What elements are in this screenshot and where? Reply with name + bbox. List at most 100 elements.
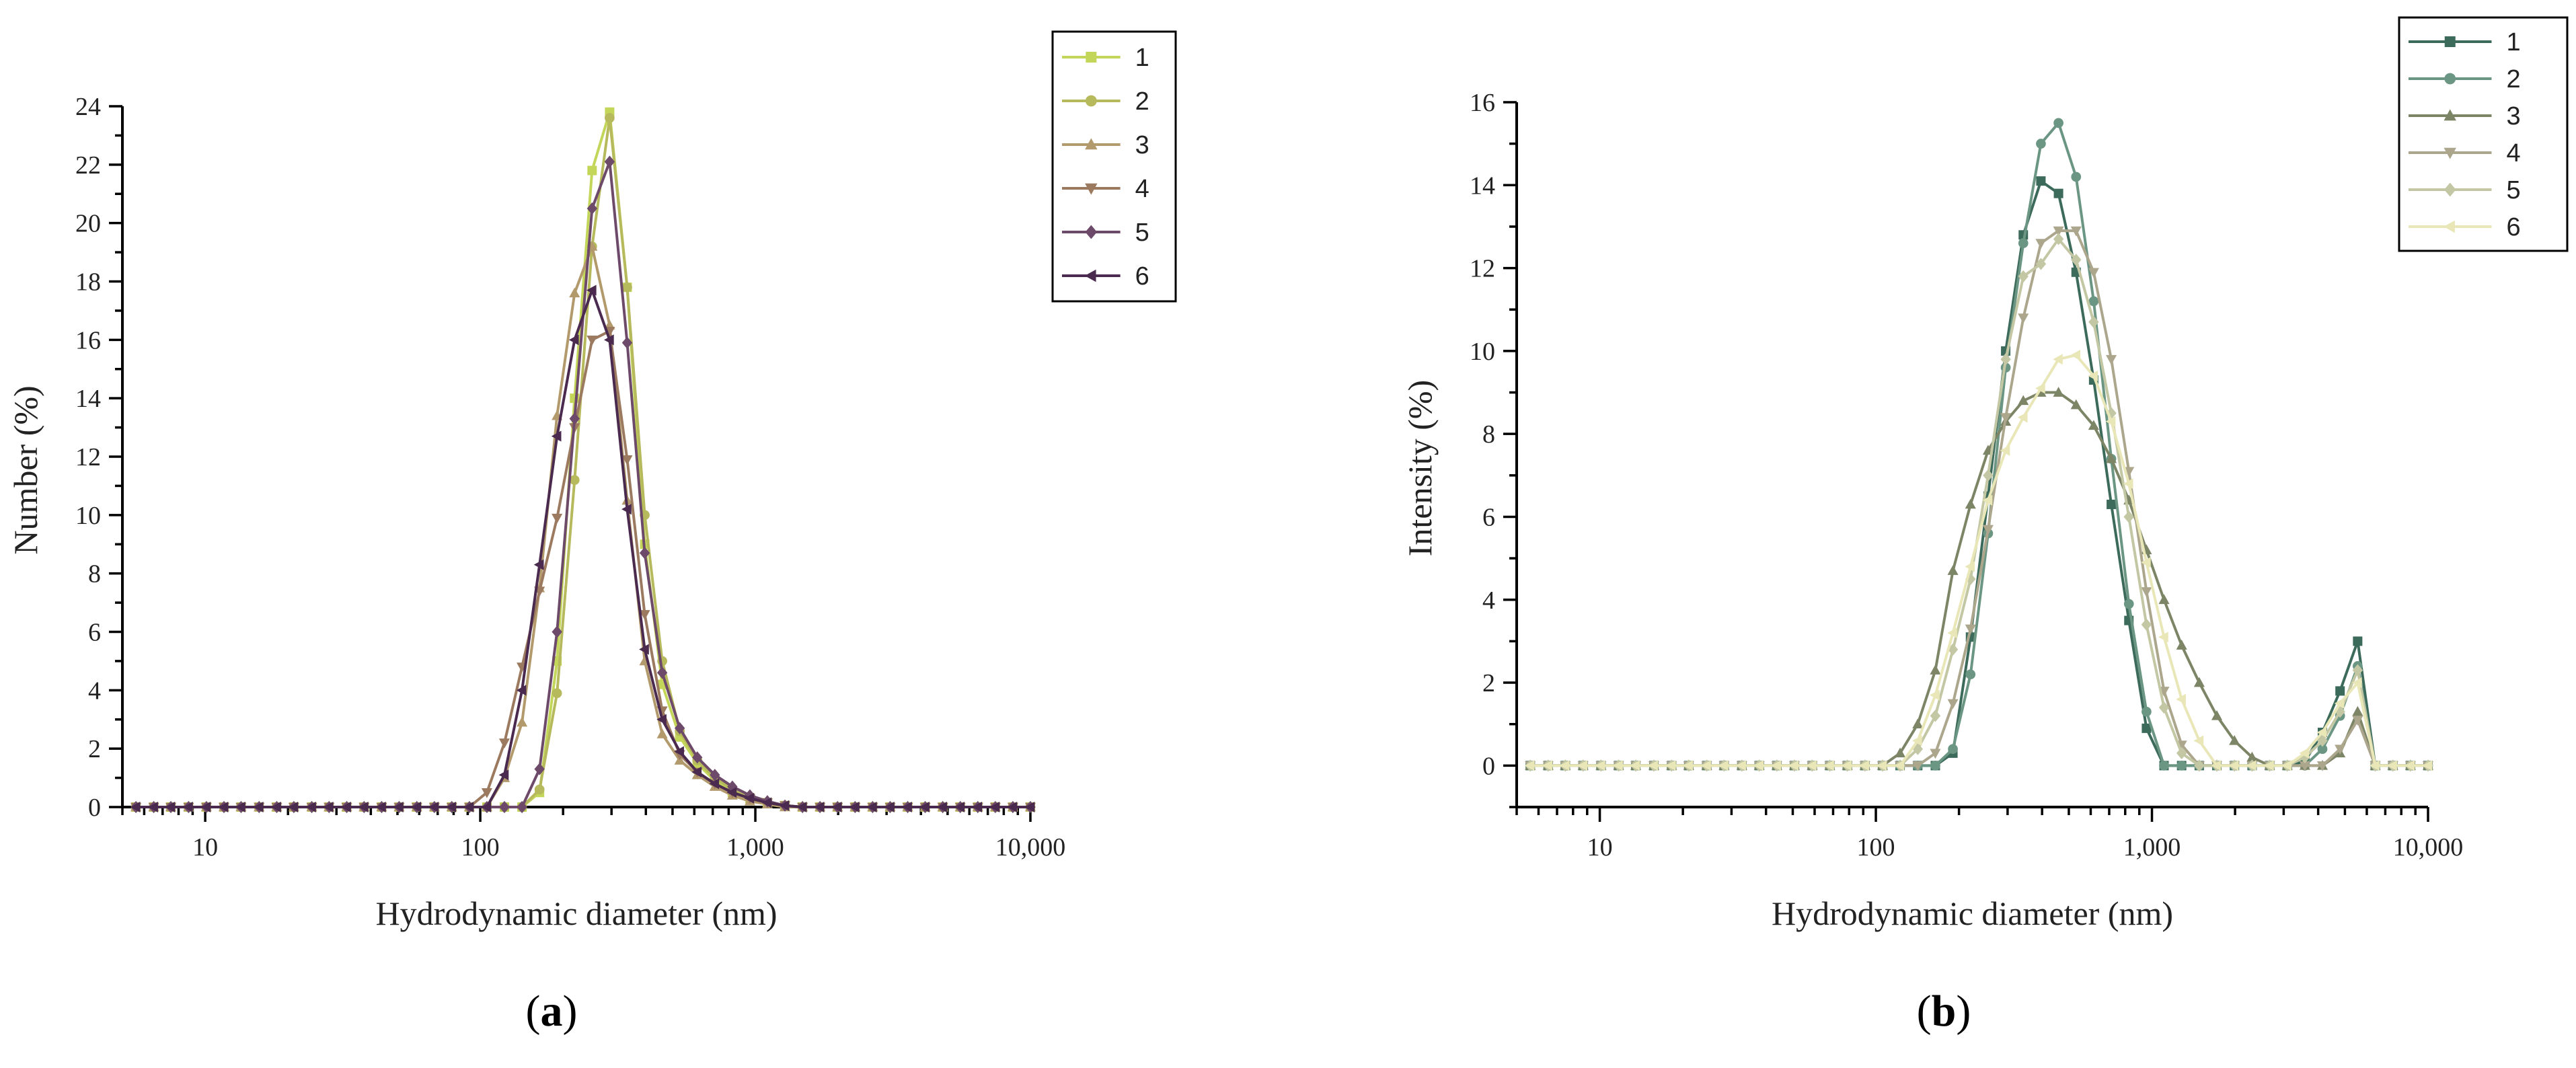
data-point (2158, 594, 2170, 605)
data-point (1948, 744, 1958, 755)
series-line (1530, 354, 2428, 767)
data-point (1806, 760, 1817, 771)
data-point (972, 801, 983, 813)
data-point (2088, 296, 2099, 307)
data-point (481, 801, 492, 813)
data-point (517, 716, 528, 727)
data-point (2228, 760, 2239, 771)
data-point (726, 787, 737, 798)
legend-label: 5 (2507, 176, 2521, 204)
legend-swatch-marker (2444, 182, 2456, 197)
data-point (1895, 747, 1906, 758)
data-point (2176, 693, 2186, 705)
data-point (2404, 760, 2415, 771)
data-point (517, 800, 527, 814)
y-axis-title: Number (%) (7, 385, 44, 554)
legend-swatch-marker (2444, 220, 2455, 233)
data-point (1912, 742, 1924, 755)
data-point (1930, 710, 1941, 722)
data-point (1007, 801, 1018, 813)
y-tick-label: 8 (88, 560, 101, 588)
x-axis-title: Hydrodynamic diameter (nm) (375, 894, 777, 932)
data-point (2316, 761, 2328, 771)
data-point (2211, 710, 2223, 720)
series-line (136, 289, 1030, 808)
data-point (2141, 587, 2152, 597)
legend-swatch-marker (1086, 52, 1097, 63)
data-point (691, 766, 702, 777)
data-point (534, 763, 545, 775)
data-point (656, 714, 667, 725)
data-point (622, 282, 632, 293)
data-point (2088, 315, 2099, 328)
data-point (1542, 760, 1553, 771)
data-point (902, 801, 912, 813)
data-point (2142, 723, 2152, 733)
data-point (831, 801, 842, 813)
data-point (639, 610, 650, 620)
data-point (2246, 751, 2258, 762)
data-point (2229, 734, 2240, 745)
data-point (2106, 453, 2117, 463)
data-point (552, 625, 562, 638)
legend-label: 6 (2507, 213, 2521, 241)
legend-swatch-marker (2444, 109, 2456, 121)
y-tick-label: 6 (88, 619, 101, 647)
data-point (2211, 760, 2222, 771)
data-point (1930, 749, 1941, 759)
data-point (1559, 760, 1570, 771)
data-point (2035, 239, 2047, 249)
legend-swatch-marker (2444, 73, 2456, 85)
y-tick-label: 4 (1482, 586, 1495, 615)
data-point (569, 287, 580, 298)
data-point (2176, 761, 2187, 771)
data-point (1771, 760, 1782, 771)
data-point (2140, 557, 2151, 568)
y-tick-label: 22 (75, 151, 101, 180)
data-point (2159, 761, 2169, 771)
data-point (2106, 354, 2117, 365)
x-tick-label: 10 (1587, 833, 1613, 862)
y-tick-label: 0 (88, 794, 101, 822)
data-point (2123, 478, 2133, 490)
data-point (814, 801, 825, 813)
data-point (2176, 747, 2187, 759)
legend-swatch-marker (1085, 95, 1097, 107)
panel-letter: b (1932, 987, 1957, 1036)
data-point (2141, 618, 2152, 631)
panel-label: (a) (526, 987, 578, 1036)
data-point (1911, 735, 1922, 747)
legend-label: 2 (2507, 65, 2521, 93)
data-point (954, 801, 965, 813)
data-point (393, 801, 404, 813)
legend-label: 1 (2507, 28, 2521, 56)
data-point (2053, 188, 2063, 198)
data-point (446, 801, 457, 813)
data-point (2334, 697, 2345, 709)
data-point (761, 797, 772, 808)
data-point (1947, 699, 1959, 710)
data-point (2142, 706, 2152, 717)
data-point (428, 801, 439, 813)
data-point (182, 801, 193, 813)
data-point (218, 801, 229, 813)
data-point (866, 801, 877, 813)
data-point (2018, 313, 2029, 323)
legend: 1 2 3 4 5 6 (1051, 30, 1177, 303)
x-tick-label: 100 (1857, 833, 1895, 862)
data-point (552, 513, 563, 524)
data-point (463, 801, 474, 813)
legend: 1 2 3 4 5 6 (2398, 16, 2569, 252)
series-6 (1524, 349, 2433, 771)
x-tick-label: 1,000 (726, 833, 784, 862)
data-point (235, 801, 245, 813)
x-tick-label: 10,000 (995, 833, 1066, 862)
legend-label: 6 (1135, 262, 1149, 291)
data-point (744, 792, 755, 804)
x-tick-label: 10 (192, 833, 218, 862)
data-point (674, 722, 685, 734)
data-point (2317, 734, 2328, 747)
y-tick-label: 4 (88, 677, 101, 705)
